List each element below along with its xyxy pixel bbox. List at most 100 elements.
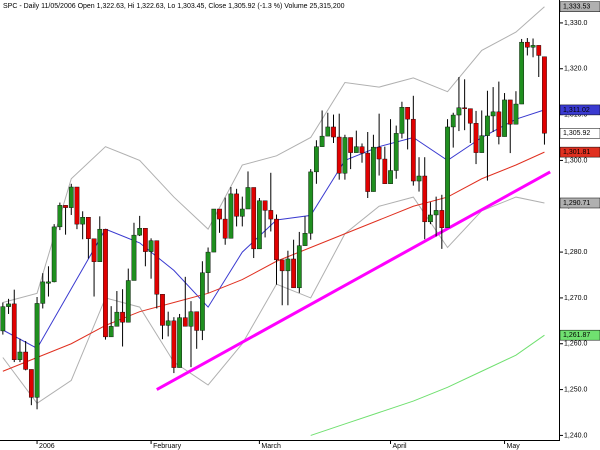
candle-body [262,200,268,211]
y-tick-label: 1,330.0 [564,20,587,27]
candle-body [103,228,108,338]
candle-body [359,146,365,154]
candle-body [131,234,137,281]
candle-body [467,108,473,124]
candle-body [268,210,274,220]
candle-body [148,240,154,252]
candle-body [542,56,547,134]
value-label-box [559,146,600,158]
candle-body [91,238,97,262]
candle-body [296,245,302,289]
candle-body [279,259,285,272]
candle-body [348,137,353,153]
candle-body [502,99,507,137]
candle-body [336,136,342,174]
candle-body [51,226,57,283]
candle-body [6,303,11,307]
value-label: 1,301.81 [563,149,590,156]
candle-body [114,311,120,327]
candle-body [524,41,530,48]
candle-body [314,146,319,173]
candle-body [17,351,23,360]
candle-body [97,228,103,262]
candle-body [194,311,200,331]
candle-body [371,146,376,192]
candle-body [433,210,439,216]
candle-body [536,45,542,56]
candle-body [222,218,228,239]
candle-body [74,186,80,225]
candle-body [0,306,6,332]
candle-body [439,210,445,228]
value-label-box [559,329,600,341]
candle-body [302,233,308,246]
x-tick-label: February [153,443,182,450]
value-label: 1,261.87 [563,332,590,339]
candle-body [405,107,410,120]
candle-body [251,187,257,250]
x-tick-label: May [507,443,521,450]
candle-body [399,107,405,134]
candle-body [485,115,490,136]
x-tick-label: April [393,443,407,450]
candle-body [28,369,34,398]
candle-body [382,158,388,184]
chart-title: SPC - Daily 11/05/2006 Open 1,322.63, Hi… [3,3,345,10]
candle-body [513,103,519,125]
candle-body [393,133,399,171]
y-tick-label: 1,260.0 [564,341,587,348]
candle-body [137,228,143,236]
candle-body [507,99,513,125]
candle-body [188,311,194,327]
value-label-box [559,128,600,139]
candle-body [353,146,359,153]
candle-body [519,41,525,105]
candle-body [68,186,74,208]
indicator-line [310,334,545,436]
candle-body [165,320,171,326]
candle-body [245,187,251,210]
candle-body [376,146,382,160]
candle-body [23,351,29,370]
candle-body [234,193,239,217]
candle-body [342,137,348,174]
candle-body [160,294,165,326]
candle-body [473,123,479,153]
candle-body [410,118,416,182]
candle-body [308,171,314,234]
candle-body [46,281,51,284]
candle-body [319,135,325,147]
candle-body [496,111,502,137]
candle-body [530,45,536,48]
candle-body [228,193,234,239]
candle-body [34,303,40,398]
y-tick-label: 1,240.0 [564,432,587,439]
candle-body [11,303,17,360]
value-label-box [559,104,600,116]
candle-body [125,280,131,323]
candle-body [257,200,262,250]
candle-body [205,251,211,273]
candle-body [85,217,91,239]
candle-body [171,320,177,368]
x-tick-label: 2006 [39,443,55,450]
value-label: 1,305.92 [563,130,590,137]
y-tick-label: 1,300.0 [564,157,587,164]
y-tick-label: 1,280.0 [564,249,587,256]
value-label: 1,290.71 [563,200,590,207]
candle-body [63,205,68,208]
value-label: 1,333.53 [563,4,590,11]
value-label: 1,311.02 [563,107,590,114]
candle-body [217,208,222,220]
value-label-box [559,197,600,209]
candle-body [365,152,371,192]
candle-body [388,170,393,184]
candle-body [143,228,148,252]
candle-body [211,208,217,253]
candle-body [456,107,462,116]
y-tick-label: 1,250.0 [564,386,587,393]
candle-body [154,240,160,295]
candle-body [331,126,336,138]
y-tick-label: 1,270.0 [564,295,587,302]
x-tick-label: March [261,443,281,450]
